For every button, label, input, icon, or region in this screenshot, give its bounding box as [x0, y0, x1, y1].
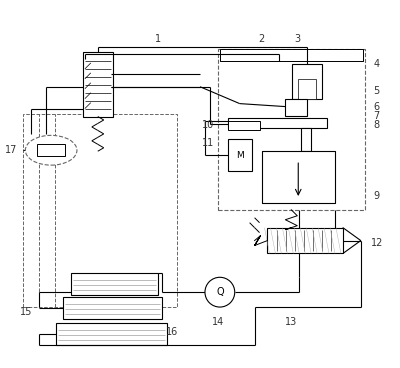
Bar: [56, 323, 167, 345]
Text: 8: 8: [374, 120, 380, 130]
Bar: [262, 151, 335, 203]
Text: M: M: [236, 151, 244, 160]
Text: 14: 14: [212, 317, 224, 327]
Text: Q: Q: [216, 287, 224, 297]
Bar: [23, 114, 177, 307]
Bar: [83, 52, 113, 117]
Bar: [220, 49, 363, 61]
Bar: [268, 228, 343, 254]
Ellipse shape: [25, 135, 77, 165]
Bar: [301, 128, 311, 151]
Text: 7: 7: [374, 110, 380, 121]
Text: 2: 2: [258, 34, 265, 44]
Text: 1: 1: [155, 34, 161, 44]
Text: 11: 11: [202, 138, 214, 148]
Text: 15: 15: [20, 307, 32, 317]
Text: 5: 5: [374, 86, 380, 96]
Bar: [228, 121, 260, 130]
Bar: [298, 79, 316, 99]
Bar: [71, 273, 158, 295]
Text: 17: 17: [5, 145, 18, 155]
Bar: [220, 49, 363, 61]
Text: 3: 3: [294, 34, 300, 44]
Text: 6: 6: [374, 102, 380, 112]
Bar: [228, 139, 252, 171]
Bar: [292, 64, 322, 99]
Circle shape: [205, 277, 235, 307]
Polygon shape: [343, 228, 361, 254]
Bar: [262, 151, 335, 203]
Bar: [218, 49, 365, 210]
Text: 16: 16: [166, 327, 178, 337]
Text: 4: 4: [374, 59, 380, 69]
Bar: [285, 99, 307, 116]
Bar: [228, 117, 327, 128]
Bar: [37, 144, 65, 156]
Text: 12: 12: [370, 238, 383, 248]
Text: 9: 9: [374, 191, 380, 201]
Text: 13: 13: [285, 317, 298, 327]
Bar: [63, 297, 162, 319]
Text: 10: 10: [202, 120, 214, 130]
